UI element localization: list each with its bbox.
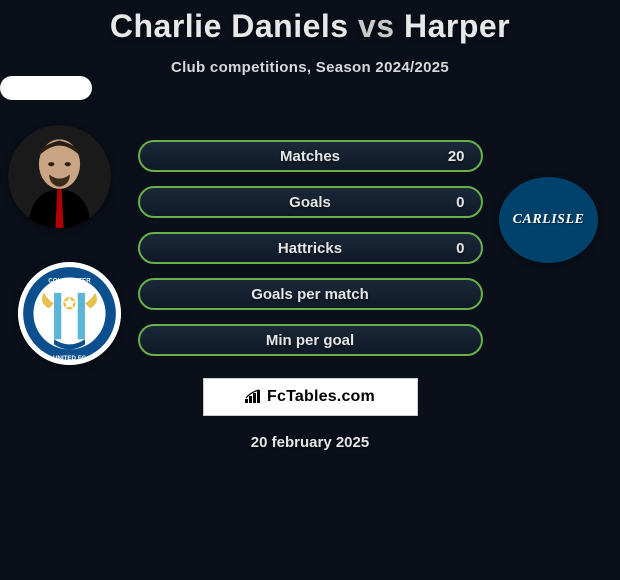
signal-icon: [245, 389, 263, 406]
stat-row-hattricks: Hattricks 0: [138, 232, 483, 264]
player2-club-badge: CARLISLE: [499, 177, 598, 263]
stat-value-right: 0: [456, 240, 464, 257]
brand-text: FcTables.com: [267, 388, 375, 406]
title-player2: Harper: [404, 8, 510, 44]
svg-text:UNITED FC: UNITED FC: [53, 355, 86, 362]
stat-value-right: 0: [456, 194, 464, 211]
brand-box[interactable]: FcTables.com: [203, 378, 418, 416]
title-vs: vs: [358, 8, 395, 44]
stat-row-goals-per-match: Goals per match: [138, 278, 483, 310]
subtitle: Club competitions, Season 2024/2025: [0, 59, 620, 76]
player2-avatar: [0, 76, 92, 100]
stat-label: Goals: [289, 194, 331, 211]
date-label: 20 february 2025: [0, 434, 620, 451]
stat-label: Goals per match: [251, 286, 369, 303]
stat-label: Min per goal: [266, 332, 354, 349]
stat-label: Hattricks: [278, 240, 342, 257]
stat-row-goals: Goals 0: [138, 186, 483, 218]
title-player1: Charlie Daniels: [110, 8, 349, 44]
player1-club-badge: COLCHESTER UNITED FC: [18, 262, 121, 365]
stat-row-matches: Matches 20: [138, 140, 483, 172]
page-title: Charlie Daniels vs Harper: [0, 8, 620, 45]
club2-label: CARLISLE: [513, 212, 585, 228]
comparison-card: Charlie Daniels vs Harper Club competiti…: [0, 0, 620, 580]
stat-row-min-per-goal: Min per goal: [138, 324, 483, 356]
stat-label: Matches: [280, 148, 340, 165]
svg-text:COLCHESTER: COLCHESTER: [48, 278, 91, 285]
stat-value-right: 20: [448, 148, 465, 165]
player1-avatar: [8, 125, 111, 228]
